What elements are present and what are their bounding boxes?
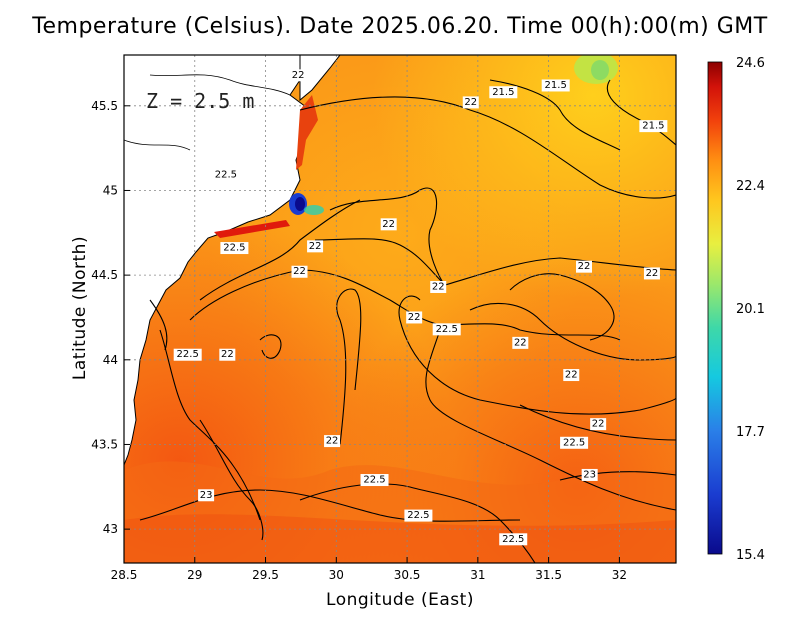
x-tick-label: 31.5: [535, 568, 562, 582]
contour-label: 22.5: [215, 170, 237, 181]
colorbar-tick-label: 15.4: [736, 548, 765, 563]
contour-label-bg: [406, 311, 423, 324]
contour-label-bg: [198, 489, 215, 502]
contour-label: 21.5: [642, 121, 664, 132]
x-axis-ticks: 28.5 29 29.5 30 30.5 31 31.5 32: [111, 557, 627, 582]
contour-label: 22: [592, 419, 605, 430]
x-tick-label: 30.5: [394, 568, 421, 582]
contour-label: 22: [514, 337, 527, 348]
land-coastline: [124, 55, 341, 466]
contour-label-bg: [404, 509, 433, 522]
contour-label-bg: [590, 418, 607, 431]
contour-label-bg: [499, 533, 528, 546]
contour-label: 22: [578, 261, 591, 272]
contour-label: 22: [565, 370, 578, 381]
colorbar-ticks: 24.6 22.4 20.1 17.7 15.4: [736, 56, 765, 563]
contour-label: 22.5: [177, 349, 199, 360]
contour-label: 22: [646, 268, 659, 279]
contour-label-bg: [324, 435, 341, 448]
x-tick-label: 30: [329, 568, 344, 582]
isotherm-contours: [139, 79, 676, 563]
y-axis-label: Latitude (North): [70, 235, 90, 381]
contour-label: 22: [292, 70, 305, 81]
colorbar-tick-label: 17.7: [736, 425, 765, 440]
contour-label-bg: [541, 79, 570, 92]
contour-label: 22: [309, 241, 322, 252]
contour-label-bg: [639, 120, 668, 133]
x-tick-label: 32: [612, 568, 627, 582]
contour-label: 22.5: [407, 510, 429, 521]
contour-label-bg: [380, 218, 397, 231]
y-axis-ticks: 43 43.5 44 44.5 45 45.5: [91, 99, 130, 536]
contour-label-bg: [489, 86, 518, 99]
contour-label: 22.5: [363, 475, 385, 486]
y-tick-label: 44.5: [91, 268, 118, 282]
colorbar-tick-label: 22.4: [736, 179, 765, 194]
contour-label: 22: [221, 349, 234, 360]
contour-label-bg: [512, 336, 529, 349]
contour-label-bg: [576, 260, 592, 273]
colorbar: [707, 61, 723, 555]
contour-label-bg: [563, 369, 580, 382]
contour-label-bg: [307, 240, 324, 253]
contour-label-bg: [643, 267, 660, 280]
contour-label: 22: [408, 312, 421, 323]
contour-label-bg: [462, 96, 479, 109]
map-title: Temperature (Celsius). Date 2025.06.20. …: [32, 14, 768, 39]
contour-label: 22: [432, 281, 445, 292]
contour-label: 22: [464, 97, 477, 108]
contour-label-bg: [432, 323, 461, 336]
contour-label: 22: [293, 266, 306, 277]
contour-label: 22.5: [223, 243, 245, 254]
y-tick-label: 45.5: [91, 99, 118, 113]
contour-label: 21.5: [492, 87, 514, 98]
plot-frame: [123, 54, 677, 564]
contour-label: 22.5: [563, 437, 585, 448]
contour-label-bg: [581, 468, 598, 481]
x-tick-label: 29.5: [252, 568, 279, 582]
x-tick-label: 29: [187, 568, 202, 582]
contour-label: 22: [326, 436, 339, 447]
contour-label-bg: [360, 474, 389, 487]
x-tick-label: 28.5: [111, 568, 138, 582]
y-tick-label: 43.5: [91, 437, 118, 451]
colorbar-tick-label: 20.1: [736, 302, 765, 317]
contour-label: 21.5: [545, 80, 567, 91]
contour-label-bg: [290, 69, 307, 82]
contour-label-bg: [430, 280, 447, 293]
contour-label-bg: [291, 265, 308, 278]
contour-label: 22.5: [502, 534, 524, 545]
depth-label: Z = 2.5 m: [146, 89, 254, 113]
contour-label-bg: [211, 169, 240, 182]
y-tick-label: 43: [103, 522, 118, 536]
contour-label-bg: [219, 348, 236, 361]
contour-label-bg: [220, 242, 249, 255]
sea-temperature-field: [124, 55, 676, 563]
colorbar-tick-label: 24.6: [736, 56, 765, 71]
contour-label: 23: [583, 469, 596, 480]
contour-labels: 22 21.5 21.5 22 21.5 22.5 22 22 22.5 22 22 22 22 22 22…: [173, 69, 668, 546]
contour-label: 23: [200, 490, 213, 501]
x-tick-label: 31: [470, 568, 485, 582]
y-tick-label: 45: [103, 183, 118, 197]
contour-label: 22.5: [436, 324, 458, 335]
contour-label-bg: [173, 348, 202, 361]
contour-label: 22: [382, 219, 395, 230]
contour-label-bg: [560, 436, 589, 449]
x-axis-label: Longitude (East): [326, 590, 474, 610]
y-tick-label: 44: [103, 353, 118, 367]
